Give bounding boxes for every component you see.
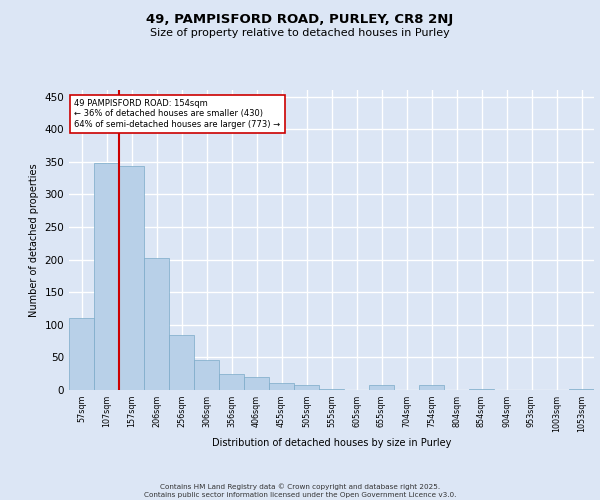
Bar [194,360,219,390]
Bar [569,388,594,390]
Bar [119,166,144,390]
Text: 49 PAMPISFORD ROAD: 154sqm
← 36% of detached houses are smaller (430)
64% of sem: 49 PAMPISFORD ROAD: 154sqm ← 36% of deta… [74,99,280,129]
Text: Size of property relative to detached houses in Purley: Size of property relative to detached ho… [150,28,450,38]
Text: 49, PAMPISFORD ROAD, PURLEY, CR8 2NJ: 49, PAMPISFORD ROAD, PURLEY, CR8 2NJ [146,12,454,26]
Bar [169,334,194,390]
Bar [294,386,319,390]
Bar [69,318,94,390]
Y-axis label: Number of detached properties: Number of detached properties [29,163,39,317]
X-axis label: Distribution of detached houses by size in Purley: Distribution of detached houses by size … [212,438,451,448]
Text: Contains HM Land Registry data © Crown copyright and database right 2025.
Contai: Contains HM Land Registry data © Crown c… [144,484,456,498]
Bar [469,388,494,390]
Bar [419,386,444,390]
Bar [219,374,244,390]
Bar [269,384,294,390]
Bar [369,386,394,390]
Bar [144,258,169,390]
Bar [94,163,119,390]
Bar [319,388,344,390]
Bar [244,377,269,390]
